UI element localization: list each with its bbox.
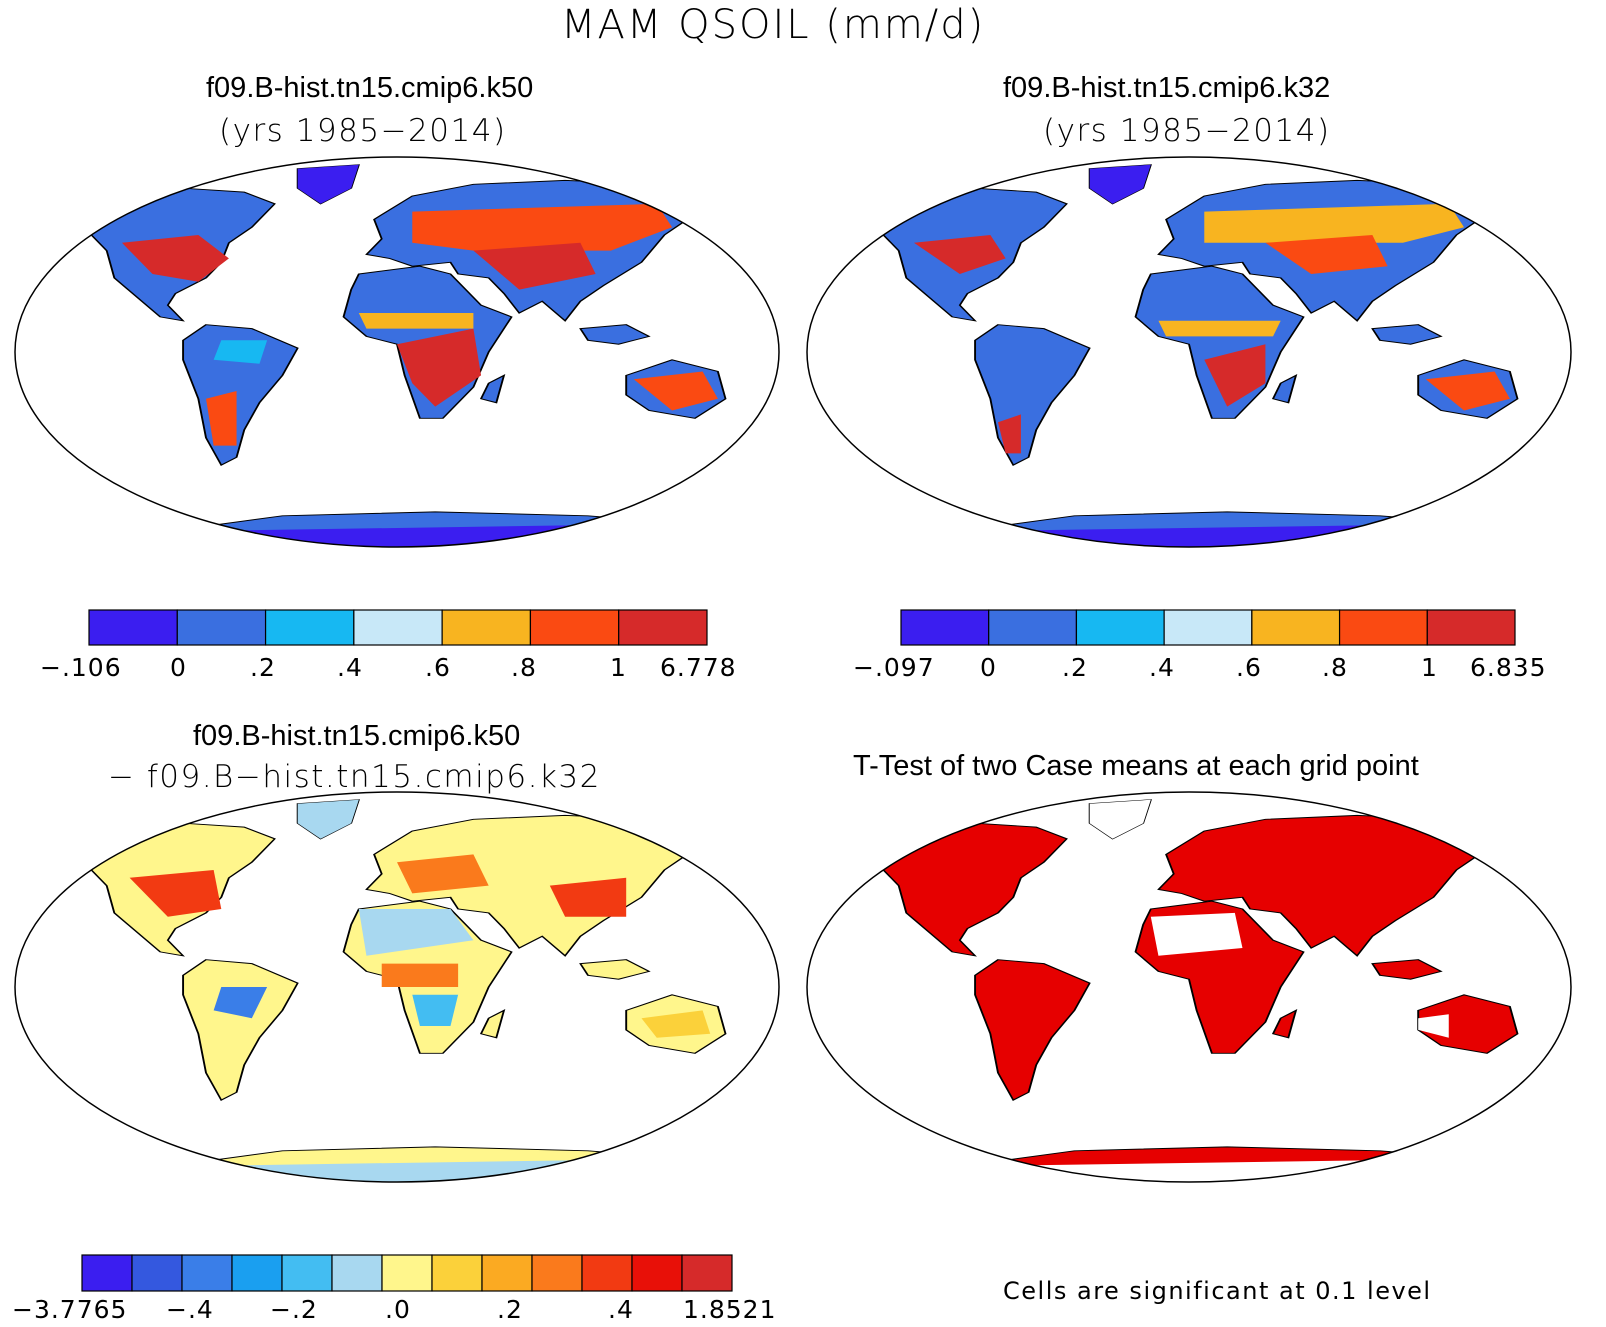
- colorbar-box: [481, 1254, 533, 1292]
- field-region: [1265, 235, 1388, 274]
- cbar1-tick: −.106: [40, 653, 122, 682]
- field-region: [1089, 164, 1151, 204]
- field-region: [412, 994, 459, 1026]
- field-region: [1158, 320, 1281, 337]
- cbar3-tick: 1.8521: [683, 1295, 777, 1324]
- colorbar-box: [529, 609, 620, 646]
- cbar2-tick: 1: [1421, 653, 1438, 682]
- field-region: [297, 799, 359, 839]
- colorbar-box: [531, 1254, 583, 1292]
- cbar3-tick: .4: [608, 1295, 634, 1324]
- field-region: [641, 1010, 711, 1038]
- panel3-subtitle: − f09.B−hist.tn15.cmip6.k32: [108, 759, 601, 795]
- cbar3-tick: −.2: [270, 1295, 318, 1324]
- cbar3-tick: −3.7765: [12, 1295, 128, 1324]
- cbar2-tick: −.097: [853, 653, 935, 682]
- field-region: [1418, 1014, 1449, 1038]
- panel2-title: f09.B-hist.tn15.cmip6.k32: [1003, 72, 1331, 104]
- panel3-title: f09.B-hist.tn15.cmip6.k50: [193, 720, 521, 752]
- field-region: [1204, 203, 1465, 243]
- field-region: [397, 854, 489, 894]
- field-region: [213, 340, 268, 364]
- map-panel1: [14, 156, 780, 548]
- field-region: [913, 235, 1006, 274]
- field-region: [549, 877, 627, 917]
- cbar2-tick: .2: [1062, 653, 1088, 682]
- cbar3-tick: .2: [497, 1295, 523, 1324]
- cbar1-tick: .4: [337, 653, 363, 682]
- field-region: [213, 987, 268, 1019]
- cbar1-tick: 1: [610, 653, 627, 682]
- cbar2-tick: .6: [1236, 653, 1262, 682]
- colorbar-box: [681, 1254, 733, 1292]
- colorbar-box: [1075, 609, 1165, 646]
- colorbar-box: [441, 609, 532, 646]
- cbar1-tick: .8: [511, 653, 537, 682]
- panel1-subtitle: (yrs 1985−2014): [219, 113, 507, 149]
- field-region: [1204, 344, 1266, 407]
- field-region: [633, 371, 718, 411]
- panel2-subtitle: (yrs 1985−2014): [1043, 113, 1331, 149]
- field-region: [998, 414, 1021, 454]
- cbar1-tick: .6: [425, 653, 451, 682]
- field-region: [412, 203, 673, 251]
- field-region: [1425, 371, 1510, 411]
- cbar1-tick: .2: [250, 653, 276, 682]
- colorbar-box: [353, 609, 443, 646]
- colorbar-box: [331, 1254, 383, 1292]
- colorbar-box: [631, 1254, 683, 1292]
- map-panel4: [806, 791, 1572, 1183]
- field-region: [121, 235, 229, 282]
- field-region: [129, 870, 222, 917]
- cbar1-tick: 6.778: [660, 653, 737, 682]
- colorbar-box: [581, 1254, 633, 1292]
- cbar2-tick: .4: [1149, 653, 1175, 682]
- cbar2-tick: .8: [1322, 653, 1348, 682]
- significance-note: Cells are significant at 0.1 level: [1003, 1277, 1432, 1305]
- map-panel3: [14, 791, 780, 1183]
- field-region: [381, 963, 459, 987]
- colorbar-panel2: [900, 609, 1516, 646]
- cbar3-tick: −.4: [166, 1295, 214, 1324]
- colorbar-box: [281, 1254, 333, 1292]
- field-region: [1150, 912, 1243, 956]
- panel4-title: T-Test of two Case means at each grid po…: [853, 750, 1419, 782]
- figure-title: MAM QSOIL (mm/d): [561, 2, 986, 48]
- panel1-title: f09.B-hist.tn15.cmip6.k50: [206, 72, 534, 104]
- colorbar-box: [1338, 609, 1428, 646]
- colorbar-box: [88, 609, 178, 646]
- cbar2-tick: 0: [980, 653, 997, 682]
- colorbar-panel3: [81, 1254, 733, 1292]
- colorbar-box: [1426, 609, 1516, 646]
- colorbar-box: [900, 609, 990, 646]
- cbar3-tick: .0: [385, 1295, 411, 1324]
- colorbar-box: [431, 1254, 483, 1292]
- colorbar-box: [264, 609, 355, 646]
- cbar1-tick: 0: [170, 653, 187, 682]
- colorbar-box: [1163, 609, 1253, 646]
- colorbar-box: [1251, 609, 1341, 646]
- field-region: [1089, 799, 1151, 839]
- colorbar-box: [176, 609, 267, 646]
- colorbar-box: [231, 1254, 283, 1292]
- map-panel2: [806, 156, 1572, 548]
- field-region: [358, 313, 474, 329]
- colorbar-box: [131, 1254, 183, 1292]
- colorbar-panel1: [88, 609, 708, 646]
- colorbar-box: [81, 1254, 133, 1292]
- field-region: [206, 391, 237, 446]
- colorbar-box: [181, 1254, 233, 1292]
- colorbar-box: [618, 609, 708, 646]
- field-region: [358, 909, 474, 956]
- colorbar-box: [381, 1254, 433, 1292]
- field-region: [473, 242, 596, 290]
- field-region: [297, 164, 359, 204]
- cbar2-tick: 6.835: [1470, 653, 1547, 682]
- colorbar-box: [988, 609, 1078, 646]
- field-region: [397, 328, 482, 407]
